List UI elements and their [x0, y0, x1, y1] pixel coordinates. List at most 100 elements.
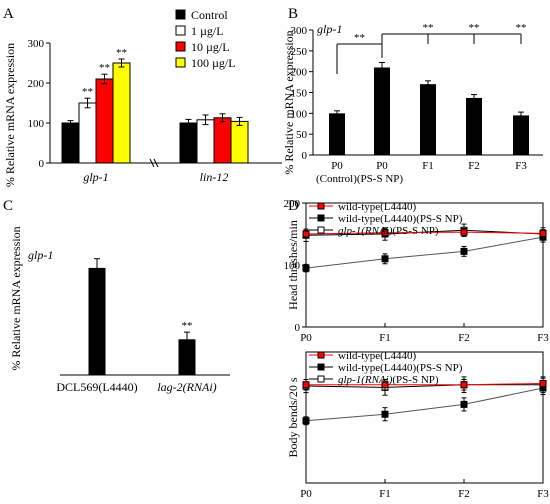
- legend-label-part-1: (PS-S NP): [392, 225, 438, 237]
- legend-label: 100 µg/L: [191, 56, 236, 70]
- bar: [466, 97, 482, 155]
- data-point: [460, 400, 468, 408]
- x-tick-label: F2: [468, 160, 480, 172]
- legend-label: Control: [191, 8, 228, 22]
- data-point: [381, 255, 389, 263]
- x-tick-label: F3: [537, 332, 549, 344]
- data-point: [539, 379, 547, 387]
- legend-label: wild-type(L4440): [338, 201, 417, 213]
- data-point: [302, 381, 310, 389]
- bar: [112, 62, 131, 164]
- legend-marker: [317, 214, 325, 222]
- y-axis-label: % Relative mRNA expression: [3, 43, 17, 187]
- y-axis-label: % Relative mRNA expression: [9, 226, 23, 370]
- axis-break: [153, 158, 159, 168]
- legend-swatch: [175, 41, 186, 52]
- y-tick-label: 200: [284, 198, 301, 210]
- group-label: glp-1: [83, 170, 108, 184]
- bar: [179, 122, 198, 164]
- y-axis-label: Body bends/20 s: [286, 377, 300, 457]
- legend-label: glp-1(RNAi)(PS-S NP): [338, 374, 439, 386]
- series-line: [305, 236, 544, 269]
- y-tick-label: 100: [28, 118, 45, 130]
- bar: [230, 120, 249, 164]
- data-point: [381, 381, 389, 389]
- data-point: [302, 230, 310, 238]
- chart-title: glp-1: [317, 22, 342, 36]
- bar: [196, 119, 215, 164]
- significance-label: **: [99, 62, 110, 74]
- x-tick-label: F2: [458, 488, 470, 500]
- data-point: [302, 264, 310, 272]
- y-tick-label: 50: [296, 129, 308, 141]
- x-tick-label: P0: [300, 332, 312, 344]
- bar: [513, 115, 529, 155]
- legend-label: wild-type(L4440): [338, 350, 417, 362]
- bar: [420, 84, 436, 155]
- x-subcaption: (Control)(PS-S NP): [316, 173, 403, 185]
- y-tick-label: 100: [291, 108, 308, 120]
- legend-label-part-0: glp-1(RNAi): [338, 374, 393, 386]
- legend-marker: [317, 202, 325, 210]
- legend-marker: [317, 375, 325, 383]
- bar: [213, 117, 232, 164]
- y-tick-label: 0: [39, 158, 45, 170]
- legend-swatch: [175, 57, 186, 68]
- series-line: [305, 231, 544, 235]
- legend-label: 1 µg/L: [191, 24, 224, 38]
- panel-label-A: A: [3, 6, 14, 22]
- y-tick-label: 300: [28, 38, 45, 50]
- legend-swatch: [175, 25, 186, 36]
- y-tick-label: 150: [291, 88, 308, 100]
- bar: [374, 67, 390, 155]
- legend-marker: [317, 351, 325, 359]
- significance-label: **: [423, 22, 434, 34]
- data-point: [381, 410, 389, 418]
- legend-label-part-0: glp-1(RNAi): [338, 225, 393, 237]
- data-point: [460, 247, 468, 255]
- group-label: lin-12: [200, 170, 229, 184]
- x-tick-label: F1: [379, 332, 391, 344]
- panel-label-D: D: [288, 198, 299, 214]
- x-tick-label: P0: [331, 160, 343, 172]
- x-tick-label: P0: [376, 160, 388, 172]
- bar: [95, 78, 114, 164]
- significance-label: **: [469, 22, 480, 34]
- data-point: [302, 417, 310, 425]
- y-tick-label: 200: [28, 78, 45, 90]
- chart-title: glp-1: [28, 248, 53, 262]
- data-point: [460, 228, 468, 236]
- legend-label: 10 µg/L: [191, 40, 230, 54]
- bar: [78, 102, 97, 164]
- y-axis-label: % Relative mRNA expression: [282, 30, 296, 174]
- legend-swatch: [175, 9, 186, 20]
- data-point: [381, 229, 389, 237]
- y-tick-label: 200: [291, 67, 308, 79]
- series-line: [306, 382, 544, 386]
- axis-break: [149, 158, 155, 168]
- y-tick-label: 0: [295, 322, 301, 334]
- bar: [178, 339, 196, 375]
- significance-label: **: [116, 47, 127, 59]
- x-tick-label: F1: [379, 488, 391, 500]
- data-point: [539, 229, 547, 237]
- x-tick-label: F3: [537, 488, 549, 500]
- x-tick-label: lag-2(RNAi): [157, 380, 216, 394]
- data-point: [460, 381, 468, 389]
- legend-label: wild-type(L4440)(PS-S NP): [338, 362, 463, 374]
- legend-marker: [317, 363, 325, 371]
- legend-label-part-1: (PS-S NP): [392, 374, 438, 386]
- y-tick-label: 250: [291, 46, 308, 58]
- bar: [88, 267, 106, 375]
- legend-label: wild-type(L4440)(PS-S NP): [338, 213, 463, 225]
- panel-label-C: C: [3, 198, 13, 214]
- y-tick-label: 0: [302, 150, 308, 162]
- legend-marker: [317, 226, 325, 234]
- bar: [329, 113, 345, 155]
- legend-label: glp-1(RNAi)(PS-S NP): [338, 225, 439, 237]
- series-line: [305, 387, 544, 422]
- significance-label: **: [516, 22, 527, 34]
- significance-label: **: [182, 320, 193, 332]
- x-tick-label: F2: [458, 332, 470, 344]
